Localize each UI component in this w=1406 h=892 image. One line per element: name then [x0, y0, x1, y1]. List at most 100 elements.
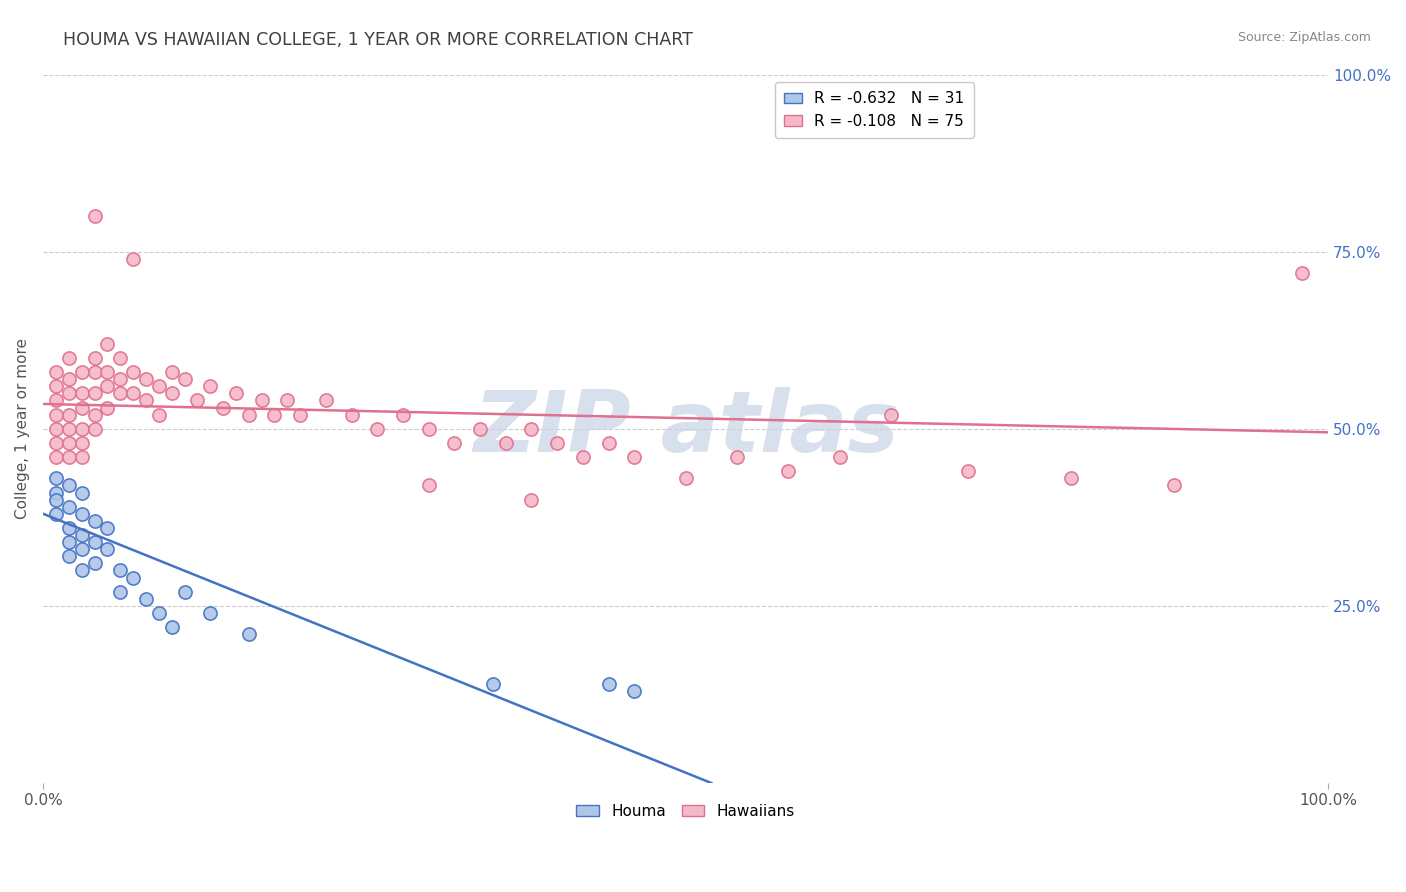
Point	[122, 386, 145, 401]
Point	[110, 386, 132, 401]
Point	[418, 422, 440, 436]
Point	[148, 379, 170, 393]
Point	[58, 372, 80, 386]
Point	[70, 386, 93, 401]
Point	[83, 514, 105, 528]
Point	[392, 408, 415, 422]
Point	[70, 507, 93, 521]
Legend: Houma, Hawaiians: Houma, Hawaiians	[571, 797, 801, 825]
Point	[443, 436, 465, 450]
Text: HOUMA VS HAWAIIAN COLLEGE, 1 YEAR OR MORE CORRELATION CHART: HOUMA VS HAWAIIAN COLLEGE, 1 YEAR OR MOR…	[63, 31, 693, 49]
Point	[58, 535, 80, 549]
Point	[45, 507, 67, 521]
Text: Source: ZipAtlas.com: Source: ZipAtlas.com	[1237, 31, 1371, 45]
Point	[83, 209, 105, 223]
Point	[160, 386, 183, 401]
Point	[70, 365, 93, 379]
Point	[110, 372, 132, 386]
Point	[70, 422, 93, 436]
Point	[340, 408, 363, 422]
Point	[250, 393, 273, 408]
Point	[315, 393, 337, 408]
Point	[725, 450, 748, 464]
Point	[122, 365, 145, 379]
Point	[598, 677, 620, 691]
Point	[1060, 471, 1083, 485]
Point	[96, 401, 118, 415]
Point	[520, 492, 543, 507]
Point	[238, 408, 260, 422]
Point	[957, 464, 980, 478]
Point	[468, 422, 491, 436]
Point	[83, 386, 105, 401]
Point	[83, 365, 105, 379]
Point	[186, 393, 208, 408]
Point	[45, 422, 67, 436]
Point	[70, 401, 93, 415]
Point	[290, 408, 312, 422]
Point	[495, 436, 517, 450]
Point	[58, 450, 80, 464]
Point	[70, 542, 93, 557]
Point	[225, 386, 247, 401]
Point	[45, 365, 67, 379]
Point	[70, 450, 93, 464]
Point	[122, 570, 145, 584]
Point	[58, 436, 80, 450]
Point	[110, 584, 132, 599]
Point	[96, 336, 118, 351]
Y-axis label: College, 1 year or more: College, 1 year or more	[15, 338, 30, 519]
Point	[96, 521, 118, 535]
Point	[45, 379, 67, 393]
Point	[135, 393, 157, 408]
Point	[45, 471, 67, 485]
Point	[263, 408, 285, 422]
Point	[70, 485, 93, 500]
Point	[572, 450, 595, 464]
Point	[778, 464, 800, 478]
Point	[70, 528, 93, 542]
Point	[200, 606, 222, 620]
Point	[83, 535, 105, 549]
Point	[45, 492, 67, 507]
Point	[110, 564, 132, 578]
Point	[58, 549, 80, 564]
Point	[623, 684, 645, 698]
Point	[58, 521, 80, 535]
Point	[1163, 478, 1185, 492]
Point	[148, 606, 170, 620]
Point	[880, 408, 903, 422]
Point	[160, 620, 183, 634]
Point	[623, 450, 645, 464]
Point	[83, 351, 105, 365]
Point	[83, 557, 105, 571]
Point	[135, 591, 157, 606]
Point	[96, 542, 118, 557]
Point	[598, 436, 620, 450]
Point	[45, 485, 67, 500]
Point	[96, 365, 118, 379]
Point	[675, 471, 697, 485]
Point	[45, 450, 67, 464]
Point	[70, 436, 93, 450]
Point	[110, 351, 132, 365]
Point	[135, 372, 157, 386]
Point	[200, 379, 222, 393]
Point	[828, 450, 851, 464]
Point	[45, 436, 67, 450]
Point	[520, 422, 543, 436]
Point	[212, 401, 235, 415]
Point	[45, 408, 67, 422]
Point	[58, 351, 80, 365]
Point	[418, 478, 440, 492]
Point	[70, 564, 93, 578]
Point	[58, 478, 80, 492]
Point	[160, 365, 183, 379]
Point	[173, 372, 195, 386]
Point	[58, 500, 80, 514]
Text: ZIP atlas: ZIP atlas	[472, 387, 898, 470]
Point	[83, 422, 105, 436]
Point	[1291, 266, 1313, 280]
Point	[148, 408, 170, 422]
Point	[58, 386, 80, 401]
